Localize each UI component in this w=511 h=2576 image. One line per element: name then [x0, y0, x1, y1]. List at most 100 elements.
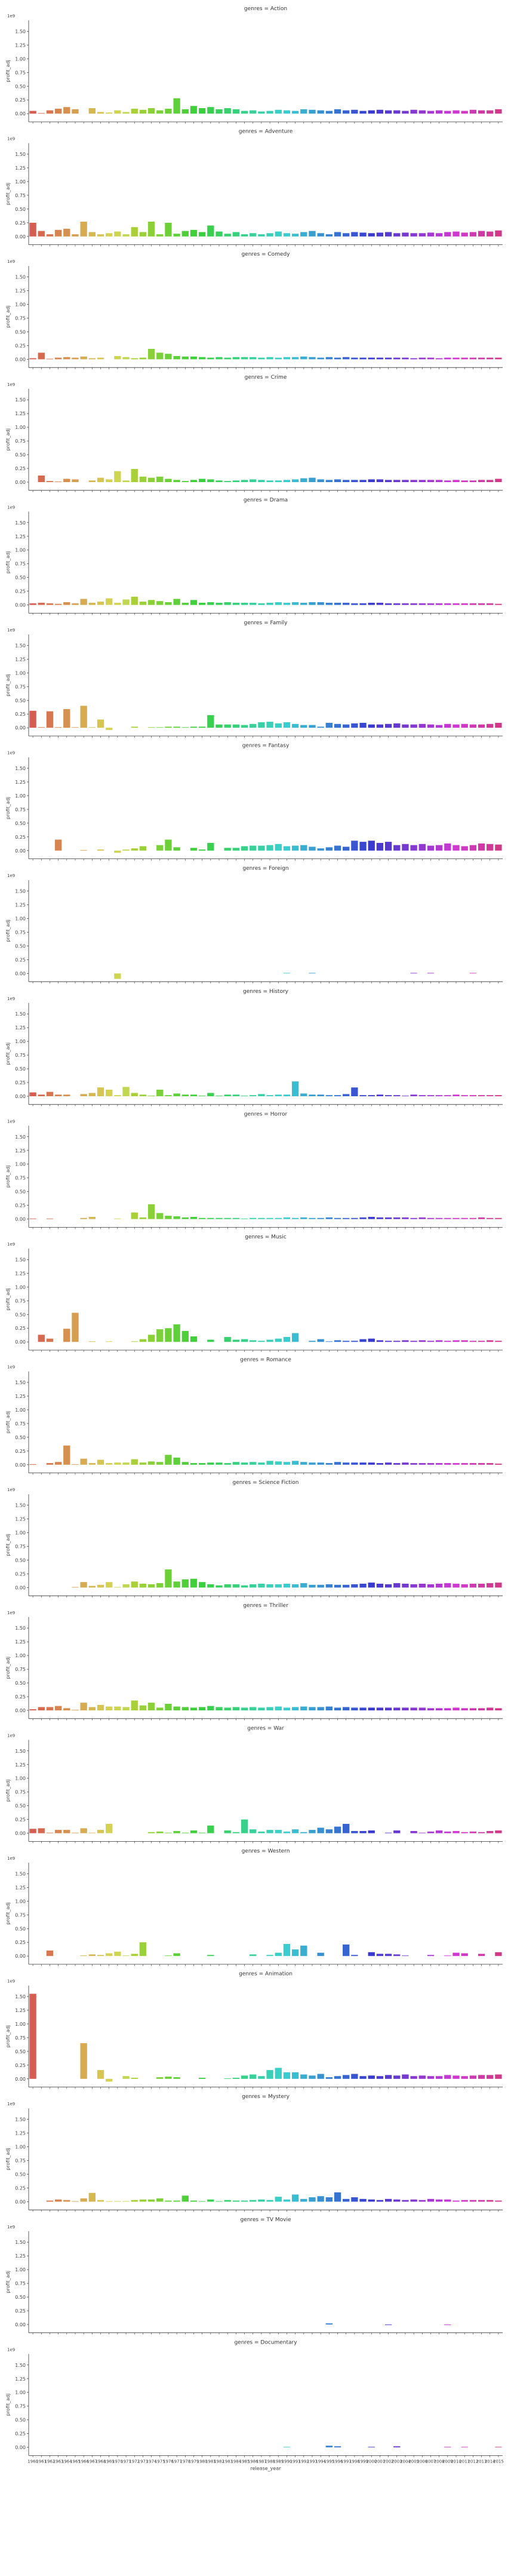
bar [376, 2200, 384, 2202]
bar [147, 600, 155, 605]
bar [495, 1463, 502, 1465]
bar [461, 723, 468, 728]
y-tick-label: 1.50 [15, 643, 26, 648]
bar [258, 111, 265, 114]
bar [402, 2200, 409, 2202]
bar [165, 726, 172, 728]
y-tick-label: 0.50 [15, 84, 26, 89]
bar [334, 2192, 341, 2202]
bar [351, 2074, 358, 2079]
bar [156, 1707, 164, 1711]
bar [54, 229, 62, 237]
bar [266, 480, 273, 483]
bar [359, 2198, 367, 2202]
bar [291, 1949, 299, 1956]
bar [376, 1094, 384, 1097]
bar [72, 234, 79, 237]
bar [131, 848, 138, 851]
bar [165, 839, 172, 851]
y-tick-label: 1.25 [15, 411, 26, 416]
bar [114, 231, 121, 237]
bar [461, 1584, 468, 1588]
bar [478, 231, 485, 237]
bar [334, 1584, 341, 1588]
x-tick-label: 1978 [180, 2459, 190, 2464]
x-tick-label: 1982 [214, 2459, 224, 2464]
y-tick-label: 0.00 [15, 971, 26, 976]
bar [351, 1707, 358, 1711]
bar [258, 1831, 265, 1833]
bar [402, 1583, 409, 1588]
bar [232, 480, 240, 483]
bar [173, 1706, 180, 1711]
bar [147, 727, 155, 728]
bar [80, 1955, 87, 1956]
y-axis-label: profit_adj [5, 183, 11, 205]
bar [131, 358, 138, 360]
bar [368, 1583, 375, 1588]
bar [452, 1463, 460, 1465]
bar [452, 1094, 460, 1097]
y-tick-label: 0.50 [15, 2418, 26, 2423]
bar [376, 109, 384, 114]
facet-title: genres = Adventure [239, 129, 293, 135]
bar [114, 471, 121, 483]
bar [376, 724, 384, 728]
bar [317, 1827, 324, 1833]
y-tick-label: 0.25 [15, 2431, 26, 2437]
bar [266, 1584, 273, 1588]
bar [393, 603, 401, 605]
y-axis-label: profit_adj [5, 305, 11, 327]
bar [190, 480, 198, 483]
y-axis-label: profit_adj [5, 674, 11, 696]
bar [444, 1831, 451, 1833]
bar [300, 602, 307, 605]
bar [487, 480, 494, 483]
y-tick-label: 1.00 [15, 1039, 26, 1044]
bar [469, 1831, 477, 1833]
bar [300, 232, 307, 237]
bar [88, 602, 96, 605]
y-multiplier-label: 1e9 [7, 1856, 15, 1861]
bar [283, 2199, 291, 2202]
y-tick-label: 0.25 [15, 1694, 26, 1700]
x-tick-label: 1968 [96, 2459, 106, 2464]
y-tick-label: 1.50 [15, 152, 26, 157]
bar [54, 1462, 62, 1465]
y-tick-label: 1.50 [15, 1994, 26, 2000]
bar [283, 602, 291, 605]
bar [343, 1341, 350, 1342]
bar [147, 1703, 155, 1711]
bar [181, 1707, 189, 1711]
bar [309, 1830, 316, 1833]
bar [410, 2076, 417, 2079]
bar [461, 1708, 468, 1711]
y-tick-label: 0.00 [15, 1339, 26, 1345]
bar [139, 846, 147, 851]
bar [418, 1463, 426, 1465]
bar [384, 603, 392, 605]
bar [461, 1953, 468, 1956]
bar [309, 725, 316, 728]
bar [487, 1583, 494, 1588]
x-tick-label: 1998 [349, 2459, 360, 2464]
bar [80, 599, 87, 605]
bar [402, 603, 409, 605]
bar [393, 1095, 401, 1097]
y-multiplier-label: 1e9 [7, 505, 15, 510]
bar [300, 1093, 307, 1097]
y-multiplier-label: 1e9 [7, 1733, 15, 1738]
bar [444, 723, 451, 728]
y-tick-label: 1.00 [15, 2390, 26, 2396]
bar [139, 1583, 147, 1588]
bar [343, 2075, 350, 2079]
bar [122, 357, 130, 360]
bar [131, 227, 138, 237]
bar [266, 2070, 273, 2079]
bar [139, 1705, 147, 1711]
bar [216, 357, 223, 360]
bar [410, 1094, 417, 1097]
bar [173, 234, 180, 237]
bar [139, 2199, 147, 2202]
bar [46, 358, 54, 360]
